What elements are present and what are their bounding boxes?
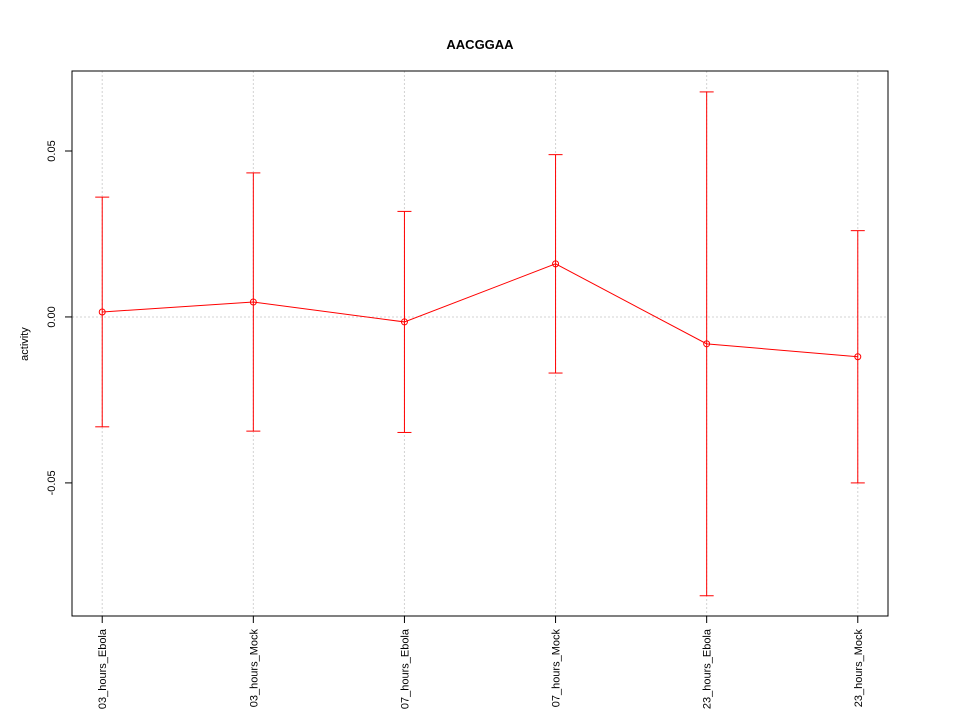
x-tick-label: 07_hours_Ebola	[399, 628, 411, 709]
y-axis-label: activity	[19, 327, 31, 361]
line	[102, 263, 858, 358]
x-tick-label: 07_hours_Mock	[551, 629, 563, 708]
point	[98, 308, 106, 316]
x-tick-label: 23_hours_Ebola	[702, 628, 714, 709]
error-bar	[850, 230, 865, 484]
error-bar	[95, 196, 110, 428]
x-tick-label: 03_hours_Mock	[248, 629, 260, 708]
point	[854, 353, 862, 361]
plot-frame	[71, 70, 889, 617]
error-bar	[548, 154, 563, 374]
y-tick-label: 0.05	[46, 140, 58, 161]
point	[552, 260, 560, 268]
x-tick-label: 23_hours_Mock	[853, 629, 865, 708]
x-tick-label: 03_hours_Ebola	[97, 628, 109, 709]
error-bar	[699, 91, 714, 597]
y-tick-label: 0.00	[46, 306, 58, 327]
point	[400, 318, 408, 326]
point	[703, 340, 711, 348]
point	[249, 298, 257, 306]
error-bar	[246, 172, 261, 432]
y-tick-label: -0.05	[46, 470, 58, 495]
chart-title: AACGGAA	[446, 37, 514, 52]
error-bar	[397, 210, 412, 433]
